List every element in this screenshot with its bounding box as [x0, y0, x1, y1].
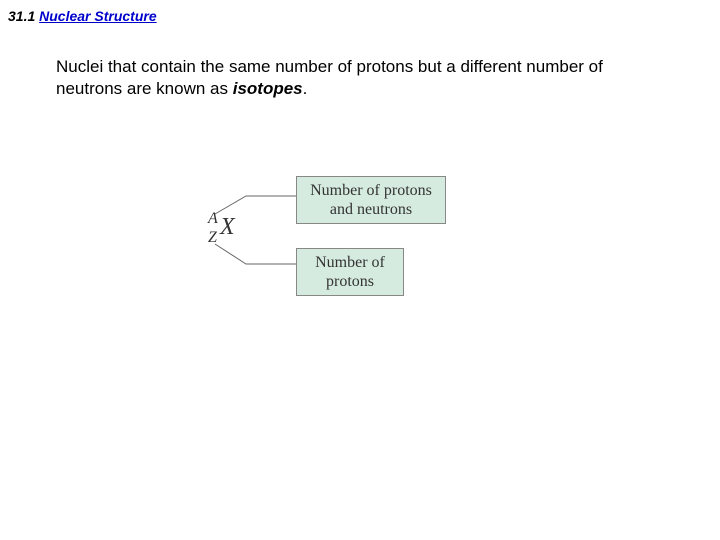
label-line: protons: [307, 272, 393, 291]
label-line: Number of protons: [307, 181, 435, 200]
element-x: X: [220, 214, 235, 241]
label-box-mass-number: Number of protons and neutrons: [296, 176, 446, 224]
body-text-before: Nuclei that contain the same number of p…: [56, 57, 603, 98]
mass-number-a: A: [208, 210, 218, 228]
label-line: and neutrons: [307, 200, 435, 219]
section-title: Nuclear Structure: [39, 8, 156, 24]
body-text-after: .: [303, 79, 308, 98]
section-number: 31.1: [8, 8, 35, 24]
label-box-atomic-number: Number of protons: [296, 248, 404, 296]
notation-diagram: A Z X Number of protons and neutrons Num…: [200, 170, 520, 320]
element-symbol: A Z X: [220, 214, 235, 241]
atomic-number-z: Z: [208, 229, 217, 247]
section-heading: 31.1 Nuclear Structure: [8, 8, 157, 24]
connector-line-bottom: [215, 244, 296, 264]
body-paragraph: Nuclei that contain the same number of p…: [56, 56, 656, 100]
connector-line-top: [215, 196, 296, 214]
keyword-isotopes: isotopes: [233, 79, 303, 98]
label-line: Number of: [307, 253, 393, 272]
